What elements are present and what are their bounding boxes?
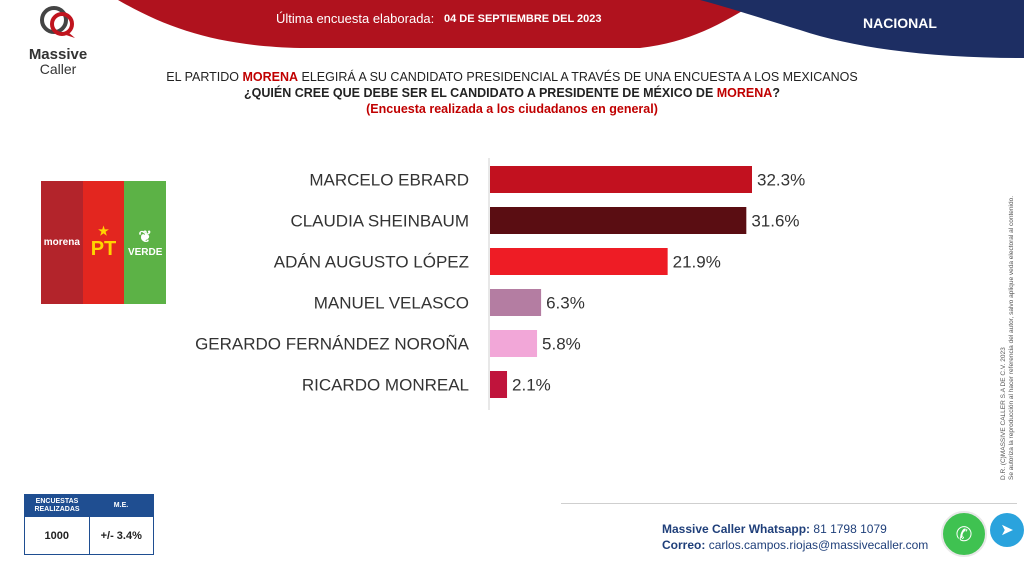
- headline-1-a: EL PARTIDO: [166, 70, 243, 84]
- headline-question: ¿QUIÉN CREE QUE DEBE SER EL CANDIDATO A …: [0, 85, 1024, 101]
- whatsapp-icon[interactable]: ✆: [941, 511, 987, 557]
- bar: [490, 207, 747, 234]
- copyright-note: D.R. (C)MASSIVE CALLER S.A DE C.V. 2023 …: [1000, 120, 1016, 480]
- category-label: MANUEL VELASCO: [314, 294, 469, 313]
- morena-logo: morena: [41, 181, 83, 304]
- stats-header: ENCUESTAS REALIZADAS M.E.: [25, 495, 153, 517]
- contact-email: Correo: carlos.campos.riojas@massivecall…: [662, 538, 928, 552]
- category-label: ADÁN AUGUSTO LÓPEZ: [274, 253, 469, 272]
- margin-header: M.E.: [113, 502, 129, 509]
- pt-logo: ★ PT: [82, 181, 125, 304]
- verde-label: VERDE: [127, 247, 163, 258]
- headline-1-party: MORENA: [242, 70, 299, 84]
- surveys-value: 1000: [25, 517, 90, 554]
- value-label: 32.3%: [757, 171, 805, 190]
- category-label: RICARDO MONREAL: [302, 376, 469, 395]
- email-address: carlos.campos.riojas@massivecaller.com: [708, 538, 929, 552]
- value-label: 6.3%: [546, 294, 585, 313]
- whatsapp-number: 81 1798 1079: [813, 522, 887, 536]
- bar: [490, 166, 752, 193]
- bar: [490, 330, 538, 357]
- headline-note: (Encuesta realizada a los ciudadanos en …: [366, 102, 658, 116]
- stats-row: 1000 +/- 3.4%: [25, 517, 153, 554]
- headline-line-1: EL PARTIDO MORENA ELEGIRÁ A SU CANDIDATO…: [0, 69, 1024, 85]
- copyright-line-2: Se autoriza la reproducción al hacer ref…: [1008, 195, 1015, 480]
- whatsapp-label: Massive Caller Whatsapp:: [662, 522, 811, 536]
- email-label: Correo:: [662, 538, 706, 552]
- star-icon: ★: [98, 224, 109, 238]
- bar: [490, 371, 508, 398]
- category-label: GERARDO FERNÁNDEZ NOROÑA: [195, 335, 470, 354]
- bar: [490, 248, 668, 275]
- copyright-line-1: D.R. (C)MASSIVE CALLER S.A DE C.V. 2023: [1000, 347, 1007, 480]
- party-logos: morena ★ PT ❦ VERDE: [41, 181, 167, 304]
- scope-label: NACIONAL: [863, 15, 937, 31]
- bar: [490, 289, 542, 316]
- question-party: MORENA: [716, 86, 773, 100]
- survey-date: 04 DE SEPTIEMBRE DEL 2023: [444, 13, 602, 25]
- chat-bubble-logo-icon: [40, 6, 75, 38]
- question-c: ?: [772, 86, 780, 100]
- headline-1-c: ELEGIRÁ A SU CANDIDATO PRESIDENCIAL A TR…: [298, 70, 858, 84]
- margin-value: +/- 3.4%: [100, 529, 142, 542]
- category-label: MARCELO EBRARD: [309, 171, 469, 190]
- value-label: 31.6%: [751, 212, 799, 231]
- surveys-header: ENCUESTAS REALIZADAS: [34, 498, 80, 513]
- value-label: 2.1%: [512, 376, 551, 395]
- footer-divider: [561, 503, 1017, 504]
- category-label: CLAUDIA SHEINBAUM: [290, 212, 469, 231]
- bar-chart: MARCELO EBRARD 32.3% CLAUDIA SHEINBAUM 31.6…: [195, 158, 805, 410]
- morena-label: morena: [43, 237, 80, 248]
- value-label: 5.8%: [542, 335, 581, 354]
- stats-table: ENCUESTAS REALIZADAS M.E. 1000 +/- 3.4%: [24, 494, 154, 555]
- massive-caller-logo: Massive Caller: [18, 4, 98, 76]
- question-a: ¿QUIÉN CREE QUE DEBE SER EL CANDIDATO A …: [244, 86, 717, 100]
- contact-whatsapp: Massive Caller Whatsapp: 81 1798 1079: [662, 522, 887, 536]
- verde-logo: ❦ VERDE: [124, 181, 167, 304]
- telegram-icon[interactable]: ➤: [990, 513, 1024, 547]
- value-label: 21.9%: [673, 253, 721, 272]
- pt-label: PT: [90, 238, 117, 260]
- logo-name: Massive: [28, 46, 88, 63]
- top-banner: [118, 0, 1024, 58]
- survey-date-label: Última encuesta elaborada:: [276, 11, 435, 26]
- logo-subname: Caller: [39, 61, 77, 77]
- toucan-icon: ❦: [138, 229, 152, 246]
